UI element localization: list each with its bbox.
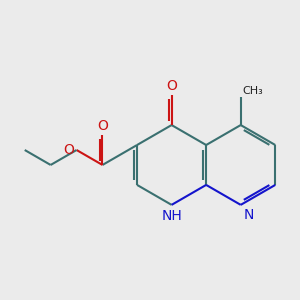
Text: CH₃: CH₃: [242, 85, 263, 95]
Text: NH: NH: [161, 209, 182, 223]
Text: O: O: [166, 79, 177, 93]
Text: O: O: [63, 143, 74, 157]
Text: O: O: [97, 118, 108, 133]
Text: N: N: [244, 208, 254, 222]
